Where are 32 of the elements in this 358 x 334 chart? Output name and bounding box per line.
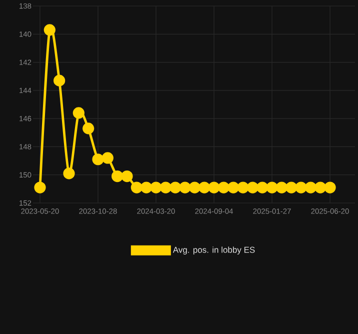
point	[286, 182, 298, 194]
point	[237, 182, 249, 194]
point	[63, 168, 75, 180]
point	[72, 107, 84, 119]
point	[92, 154, 104, 166]
point	[34, 182, 46, 194]
point	[54, 74, 66, 86]
point	[266, 182, 278, 194]
point	[314, 182, 326, 194]
point	[276, 182, 288, 194]
point	[112, 170, 124, 182]
point	[140, 182, 152, 194]
point	[208, 182, 220, 194]
point	[121, 170, 133, 182]
point	[295, 182, 307, 194]
point	[179, 182, 191, 194]
point	[218, 182, 230, 194]
point	[150, 182, 162, 194]
legend-label: Avg. pos. in lobby ES	[172, 246, 255, 255]
point	[246, 182, 258, 194]
point	[130, 182, 142, 194]
point	[82, 122, 94, 134]
point	[44, 24, 56, 36]
point	[256, 182, 268, 194]
point	[304, 182, 316, 194]
point	[160, 182, 172, 194]
point	[228, 182, 240, 194]
point	[198, 182, 210, 194]
point	[324, 182, 336, 194]
point	[170, 182, 182, 194]
point	[188, 182, 200, 194]
point	[102, 152, 114, 164]
